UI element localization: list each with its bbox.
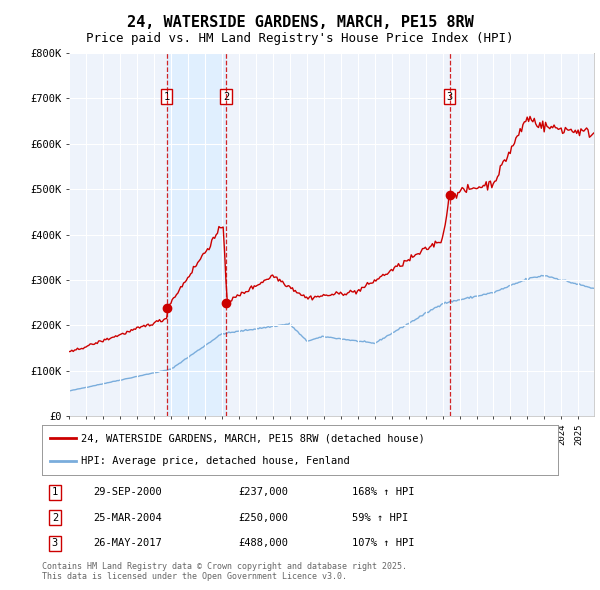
Text: £250,000: £250,000 bbox=[238, 513, 288, 523]
Text: 29-SEP-2000: 29-SEP-2000 bbox=[94, 487, 163, 497]
Text: 24, WATERSIDE GARDENS, MARCH, PE15 8RW: 24, WATERSIDE GARDENS, MARCH, PE15 8RW bbox=[127, 15, 473, 30]
Text: 59% ↑ HPI: 59% ↑ HPI bbox=[352, 513, 408, 523]
Text: £488,000: £488,000 bbox=[238, 538, 288, 548]
Text: 1: 1 bbox=[52, 487, 58, 497]
Text: £237,000: £237,000 bbox=[238, 487, 288, 497]
Text: 26-MAY-2017: 26-MAY-2017 bbox=[94, 538, 163, 548]
Text: 3: 3 bbox=[52, 538, 58, 548]
Text: 107% ↑ HPI: 107% ↑ HPI bbox=[352, 538, 414, 548]
Text: 168% ↑ HPI: 168% ↑ HPI bbox=[352, 487, 414, 497]
Text: HPI: Average price, detached house, Fenland: HPI: Average price, detached house, Fenl… bbox=[80, 457, 349, 467]
Text: 1: 1 bbox=[164, 91, 170, 101]
Text: 2: 2 bbox=[223, 91, 229, 101]
Text: 24, WATERSIDE GARDENS, MARCH, PE15 8RW (detached house): 24, WATERSIDE GARDENS, MARCH, PE15 8RW (… bbox=[80, 433, 424, 443]
Text: Price paid vs. HM Land Registry's House Price Index (HPI): Price paid vs. HM Land Registry's House … bbox=[86, 32, 514, 45]
Text: 3: 3 bbox=[446, 91, 453, 101]
Text: 2: 2 bbox=[52, 513, 58, 523]
Bar bbox=[167, 53, 226, 416]
Text: Contains HM Land Registry data © Crown copyright and database right 2025.
This d: Contains HM Land Registry data © Crown c… bbox=[42, 562, 407, 581]
Text: 25-MAR-2004: 25-MAR-2004 bbox=[94, 513, 163, 523]
